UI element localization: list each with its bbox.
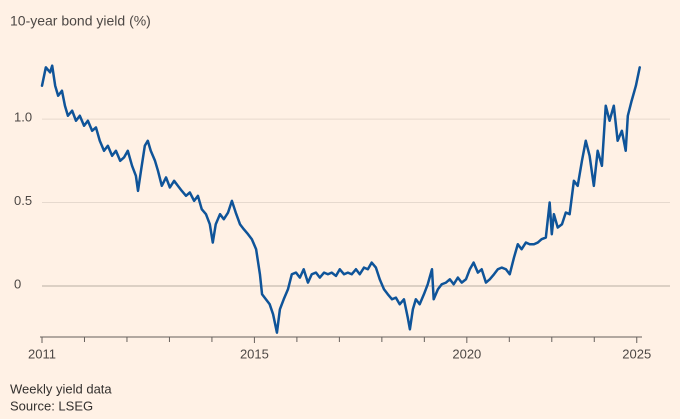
x-tick-label: 2011 [28, 346, 56, 361]
y-tick-label: 0.5 [14, 193, 32, 208]
x-tick-label: 2020 [452, 346, 481, 361]
x-tick-label: 2025 [622, 346, 651, 361]
chart-note: Weekly yield data [10, 381, 112, 396]
x-tick-label: 2015 [240, 346, 269, 361]
y-tick-label: 1.0 [14, 110, 32, 125]
chart-source: Source: LSEG [10, 398, 93, 413]
y-tick-label: 0 [14, 276, 21, 291]
yield-line [40, 64, 641, 334]
chart-subtitle: 10-year bond yield (%) [10, 13, 151, 29]
